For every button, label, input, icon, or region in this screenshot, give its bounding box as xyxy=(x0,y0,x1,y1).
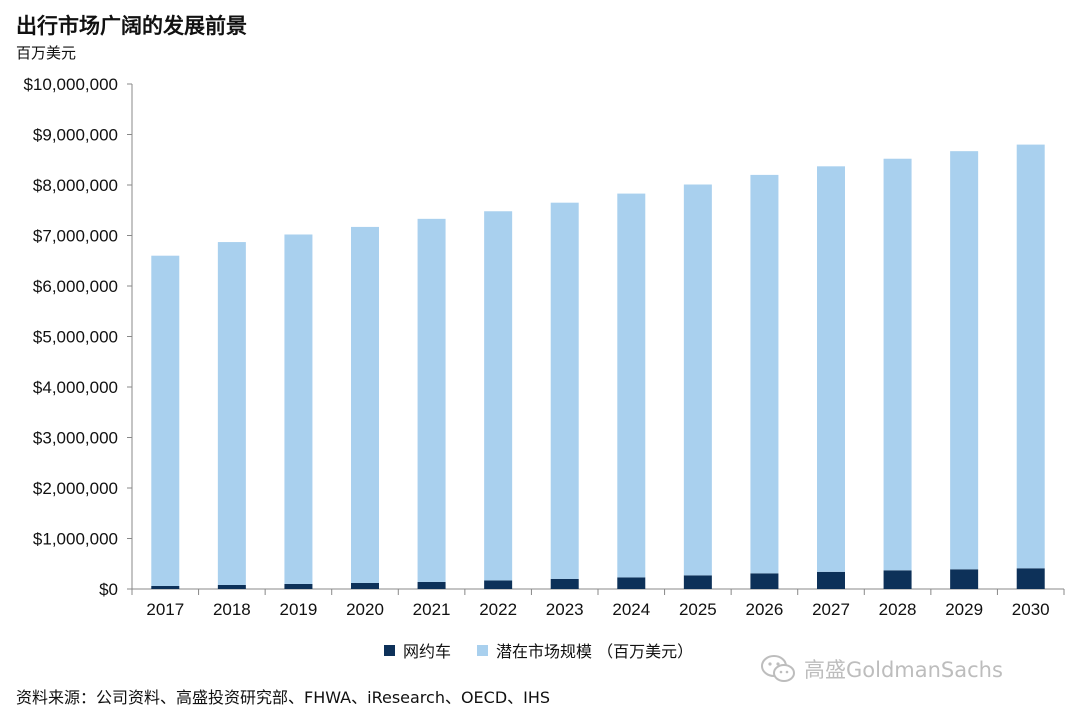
legend-label: 网约车 xyxy=(403,642,452,661)
bar-potential-market xyxy=(217,242,246,585)
brand-text: 高盛GoldmanSachs xyxy=(804,658,1003,682)
bar-potential-market xyxy=(617,193,646,578)
bar-potential-market xyxy=(151,255,180,586)
legend-item-ride-hailing: 网约车 xyxy=(384,638,451,662)
x-tick-label: 2017 xyxy=(146,600,184,619)
y-tick-label: $8,000,000 xyxy=(33,176,118,195)
x-tick-label: 2024 xyxy=(612,600,650,619)
chart-unit-label: 百万美元 xyxy=(16,44,77,62)
bar-ride-hailing xyxy=(217,584,246,589)
bar-ride-hailing xyxy=(417,581,446,589)
bar-ride-hailing xyxy=(284,583,313,589)
bar-potential-market xyxy=(750,174,779,574)
x-tick-label: 2026 xyxy=(746,600,784,619)
x-tick-label: 2018 xyxy=(213,600,251,619)
bar-ride-hailing xyxy=(550,578,579,589)
x-tick-label: 2023 xyxy=(546,600,584,619)
y-tick-label: $10,000,000 xyxy=(23,75,118,94)
chart-title: 出行市场广阔的发展前景 xyxy=(16,14,247,38)
x-tick-label: 2022 xyxy=(479,600,517,619)
y-tick-label: $3,000,000 xyxy=(33,429,118,448)
bar-ride-hailing xyxy=(883,570,912,589)
x-tick-label: 2021 xyxy=(413,600,451,619)
y-tick-label: $9,000,000 xyxy=(33,126,118,145)
legend-swatch-light xyxy=(477,644,489,656)
x-tick-label: 2030 xyxy=(1012,600,1050,619)
y-tick-label: $5,000,000 xyxy=(33,328,118,347)
bar-ride-hailing xyxy=(351,582,379,589)
y-tick-label: $0 xyxy=(99,580,118,599)
bar-potential-market xyxy=(550,202,579,579)
bar-ride-hailing xyxy=(617,577,646,589)
bar-potential-market xyxy=(950,151,979,570)
bar-potential-market xyxy=(683,184,712,576)
x-tick-label: 2025 xyxy=(679,600,717,619)
x-tick-label: 2029 xyxy=(945,600,983,619)
x-tick-label: 2020 xyxy=(346,600,384,619)
y-tick-label: $2,000,000 xyxy=(33,479,118,498)
bar-ride-hailing xyxy=(750,573,779,589)
bar-potential-market xyxy=(484,211,513,581)
bar-ride-hailing xyxy=(817,571,845,589)
legend-swatch-dark xyxy=(384,644,395,656)
bar-ride-hailing xyxy=(1016,568,1045,589)
bar-potential-market xyxy=(817,166,845,572)
y-tick-label: $7,000,000 xyxy=(33,227,118,246)
legend-item-potential-market: 潜在市场规模 （百万美元） xyxy=(477,638,693,662)
y-tick-label: $4,000,000 xyxy=(33,378,118,397)
legend-label: 潜在市场规模 （百万美元） xyxy=(496,642,694,661)
x-tick-label: 2028 xyxy=(879,600,917,619)
bar-potential-market xyxy=(883,158,912,571)
bar-ride-hailing xyxy=(151,585,180,589)
wechat-icon xyxy=(761,655,795,682)
brand-watermark: 高盛GoldmanSachs xyxy=(760,654,1003,684)
bar-ride-hailing xyxy=(683,575,712,589)
y-tick-label: $6,000,000 xyxy=(33,277,118,296)
bar-potential-market xyxy=(1016,144,1045,569)
bar-potential-market xyxy=(351,226,379,583)
x-tick-label: 2027 xyxy=(812,600,850,619)
bar-potential-market xyxy=(417,218,446,582)
legend: 网约车 潜在市场规模 （百万美元） xyxy=(384,638,719,662)
source-note: 资料来源：公司资料、高盛投资研究部、FHWA、iResearch、OECD、IH… xyxy=(16,688,551,707)
bar-ride-hailing xyxy=(484,580,513,589)
bar-ride-hailing xyxy=(950,569,979,589)
x-tick-label: 2019 xyxy=(280,600,318,619)
bar-potential-market xyxy=(284,234,313,584)
y-tick-label: $1,000,000 xyxy=(33,530,118,549)
